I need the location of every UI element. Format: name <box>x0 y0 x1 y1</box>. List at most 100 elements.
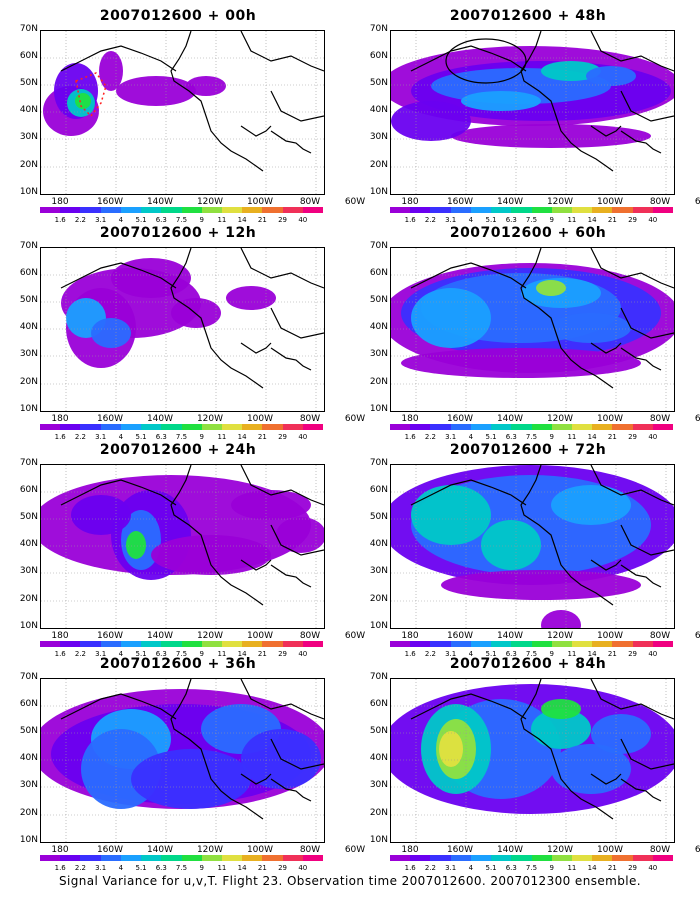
colorbar-label: 1.6 <box>54 216 66 224</box>
latitude-label: 30N <box>369 132 388 142</box>
panel-title: 2007012600 + 84h <box>449 656 607 672</box>
latitude-label: 20N <box>19 594 38 604</box>
latitude-label: 40N <box>369 105 388 115</box>
colorbar-swatch <box>592 641 613 647</box>
colorbar-label: 7.5 <box>175 216 188 224</box>
variance-contour <box>401 348 641 378</box>
latitude-label: 20N <box>19 377 38 387</box>
colorbar-swatch <box>100 855 121 861</box>
latitude-label: 60N <box>19 699 38 709</box>
variance-contour <box>231 490 311 520</box>
colorbar-label: 29 <box>628 650 638 658</box>
colorbar-label: 11 <box>567 864 577 872</box>
colorbar-swatch <box>181 424 202 430</box>
colorbar-swatch <box>100 641 121 647</box>
colorbar-swatch <box>450 424 471 430</box>
longitude-label: 100W <box>596 845 624 855</box>
coastline <box>410 479 527 506</box>
colorbar-swatch <box>450 855 471 861</box>
colorbar-swatch <box>221 641 243 647</box>
colorbar-swatch <box>470 207 492 213</box>
coastline <box>590 773 622 785</box>
colorbar-label: 5.1 <box>135 433 147 441</box>
latitude-label: 10N <box>19 835 38 845</box>
colorbar-swatch <box>40 424 61 430</box>
colorbar-label: 11 <box>217 650 227 658</box>
colorbar-swatch <box>470 424 492 430</box>
longitude-label: 80W <box>299 414 321 424</box>
colorbar-label: 14 <box>587 216 597 224</box>
colorbar-swatch <box>181 855 202 861</box>
colorbar-swatch <box>262 207 283 213</box>
colorbar-label: 21 <box>607 650 617 658</box>
contour-map <box>40 30 325 195</box>
longitude-label: 180 <box>401 631 419 641</box>
latitude-label: 10N <box>19 404 38 414</box>
longitude-label: 80W <box>649 845 671 855</box>
longitude-label: 100W <box>246 197 274 207</box>
latitude-label: 50N <box>369 512 388 522</box>
coastline <box>520 31 614 172</box>
colorbar-label: 2.2 <box>74 433 86 441</box>
colorbar-label: 1.6 <box>404 433 416 441</box>
colorbar-swatch <box>141 424 162 430</box>
variance-contour <box>171 298 221 328</box>
contour-map <box>40 464 325 629</box>
colorbar-label: 7.5 <box>175 433 188 441</box>
variance-contour <box>126 531 146 559</box>
panel-title: 2007012600 + 60h <box>449 225 607 241</box>
colorbar-swatch <box>511 641 532 647</box>
colorbar-label: 4 <box>118 216 124 224</box>
colorbar-label: 29 <box>628 864 638 872</box>
variance-contour <box>536 280 566 296</box>
colorbar-label: 11 <box>217 216 227 224</box>
colorbar-swatch <box>430 855 451 861</box>
colorbar-label: 7.5 <box>525 216 538 224</box>
colorbar-swatch <box>511 855 532 861</box>
colorbar-swatch <box>410 855 431 861</box>
contour-map <box>40 678 325 843</box>
longitude-label: 140W <box>146 197 174 207</box>
colorbar <box>40 207 324 213</box>
variance-contour <box>91 318 131 348</box>
latitude-label: 60N <box>369 699 388 709</box>
colorbar-label: 5.1 <box>135 216 147 224</box>
colorbar-label: 4 <box>468 650 474 658</box>
latitude-label: 70N <box>369 24 388 34</box>
coastline <box>590 559 622 571</box>
longitude-label: 80W <box>299 845 321 855</box>
variance-contour <box>411 485 491 545</box>
colorbar-label: 14 <box>587 650 597 658</box>
coastline <box>620 307 674 339</box>
colorbar-swatch <box>632 855 653 861</box>
coastline <box>620 347 662 371</box>
colorbar-label: 5.1 <box>485 433 497 441</box>
latitude-label: 70N <box>369 672 388 682</box>
colorbar-swatch <box>282 855 303 861</box>
colorbar-swatch <box>60 424 81 430</box>
colorbar-swatch <box>60 641 81 647</box>
colorbar-swatch <box>120 641 142 647</box>
colorbar-label: 2.2 <box>424 216 436 224</box>
colorbar-label: 9 <box>549 216 554 224</box>
coastline <box>590 342 622 354</box>
map-panel: 2007012600 + 60h 70N 60N 50N 40N 30N 20N 10N 180… <box>358 225 700 441</box>
variance-contour <box>591 714 651 754</box>
colorbar-swatch <box>491 424 512 430</box>
longitude-label: 140W <box>496 631 524 641</box>
latitude-label: 10N <box>369 835 388 845</box>
colorbar-label: 6.3 <box>505 216 517 224</box>
longitude-label: 120W <box>546 631 574 641</box>
colorbar-swatch <box>430 641 451 647</box>
colorbar-swatch <box>221 207 243 213</box>
colorbar-label: 3.1 <box>445 650 457 658</box>
latitude-label: 30N <box>19 566 38 576</box>
coastline <box>240 125 272 137</box>
colorbar-swatch <box>652 855 674 861</box>
longitude-label: 60W <box>344 845 366 855</box>
coastline <box>60 45 177 72</box>
colorbar-label: 29 <box>278 216 288 224</box>
latitude-label: 10N <box>19 187 38 197</box>
longitude-label: 140W <box>496 197 524 207</box>
latitude-label: 50N <box>369 78 388 88</box>
